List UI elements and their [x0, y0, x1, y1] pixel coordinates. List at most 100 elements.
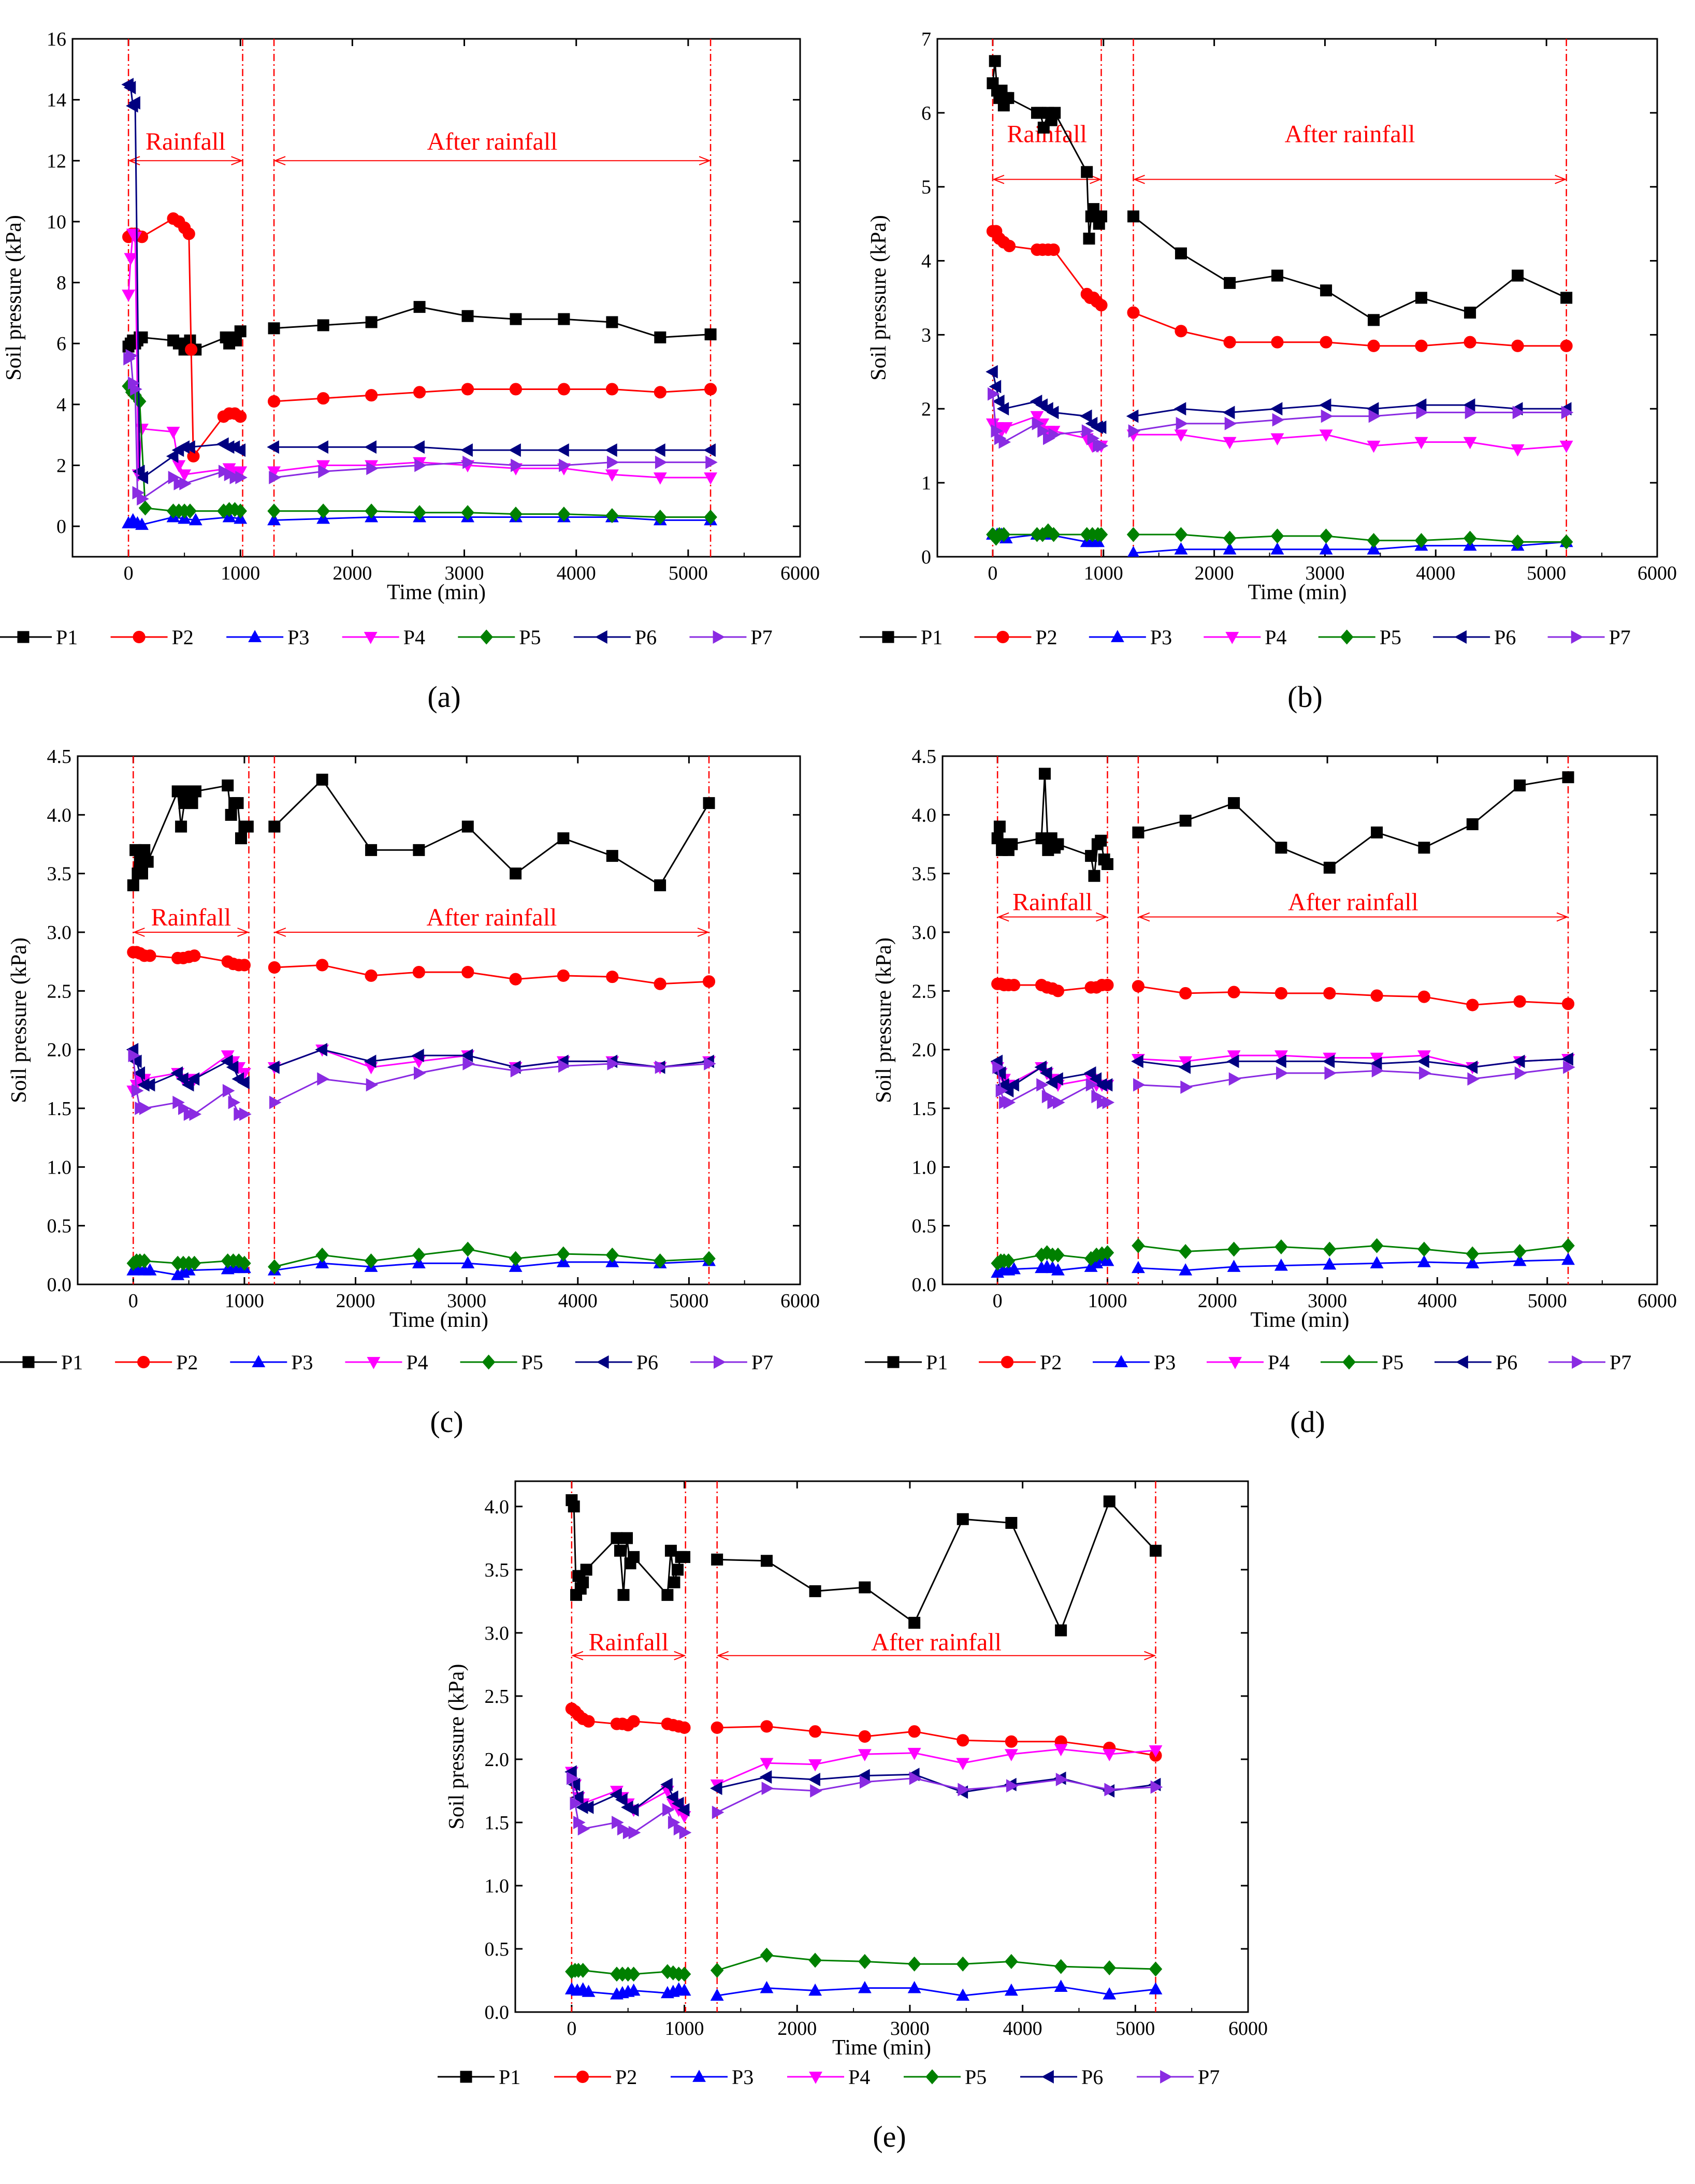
series-line	[717, 1954, 1156, 1971]
legend-label-p7: P7	[1610, 1351, 1631, 1374]
legend-label-p4: P4	[1265, 626, 1286, 649]
data-point	[1178, 1060, 1191, 1074]
data-point	[133, 1066, 146, 1080]
after-rainfall-label: After rainfall	[1288, 888, 1418, 916]
data-point	[992, 1060, 1005, 1074]
data-point	[1041, 523, 1055, 539]
x-tick-label: 6000	[1638, 562, 1677, 584]
x-axis-label: Time (min)	[1248, 581, 1347, 604]
legend-marker-p3	[252, 1355, 266, 1367]
data-point	[1467, 1072, 1480, 1086]
data-point	[1030, 411, 1044, 424]
series-line	[274, 516, 711, 521]
data-point	[567, 1771, 579, 1785]
data-point	[1560, 339, 1573, 352]
data-point	[460, 1049, 473, 1062]
data-point	[1131, 1054, 1143, 1068]
y-tick-label: 10	[47, 211, 66, 233]
legend-label-p5: P5	[519, 626, 541, 649]
series-p7	[988, 387, 1574, 453]
data-point	[235, 832, 247, 845]
data-point	[234, 410, 247, 423]
data-point	[125, 349, 138, 363]
data-point	[129, 1054, 142, 1068]
legend-label-p1: P1	[921, 626, 943, 649]
y-tick-label: 3.5	[912, 863, 937, 885]
after-rainfall-arrow-head-right	[699, 156, 711, 166]
x-tick-label: 3000	[447, 1290, 486, 1312]
data-point	[571, 1790, 584, 1804]
data-point	[1175, 247, 1187, 259]
data-point	[988, 387, 1000, 401]
data-point	[461, 1241, 475, 1257]
data-point	[1513, 1244, 1527, 1260]
data-point	[189, 785, 201, 798]
data-point	[222, 1084, 235, 1097]
data-point	[654, 331, 667, 343]
data-point	[1095, 834, 1107, 847]
series-p1	[122, 301, 717, 356]
data-point	[412, 1049, 424, 1062]
series-p6	[126, 1043, 714, 1092]
data-point	[1051, 985, 1064, 997]
series-line	[1138, 1066, 1569, 1088]
legend-marker-p5	[1342, 1354, 1356, 1370]
data-point	[1323, 987, 1336, 1000]
after-rainfall-arrow-head-left	[1138, 912, 1150, 922]
data-point	[1321, 409, 1334, 423]
x-tick-label: 4000	[557, 562, 596, 584]
data-point	[316, 773, 328, 786]
data-point	[1083, 233, 1095, 245]
legend-marker-p5	[480, 629, 494, 645]
data-point	[611, 1532, 623, 1544]
data-point	[557, 443, 569, 457]
data-point	[1270, 542, 1284, 555]
data-point	[1466, 1246, 1480, 1262]
data-point	[1414, 533, 1428, 548]
data-point	[239, 1107, 252, 1121]
legend-label-p4: P4	[1268, 1351, 1290, 1374]
data-point	[462, 1057, 475, 1071]
data-point	[677, 1803, 690, 1817]
data-point	[677, 1983, 691, 1996]
data-point	[1270, 433, 1284, 446]
data-point	[1274, 1259, 1288, 1271]
chart-panel-a: 0 1000 2000 3000 4000 5000 6000 0 2 4 6 8 10 12 14 16 Ti…	[0, 28, 820, 714]
series-p6	[564, 1765, 1161, 1817]
series-line	[274, 446, 711, 451]
data-point	[605, 508, 619, 524]
after-rainfall-label: After rainfall	[871, 1628, 1002, 1656]
after-rainfall-arrow-head-left	[716, 1651, 729, 1660]
data-point	[655, 455, 668, 469]
data-point	[412, 440, 425, 454]
data-point	[413, 505, 426, 520]
data-point	[1464, 336, 1476, 349]
series-p5	[565, 1947, 1163, 1982]
data-point	[1174, 542, 1188, 555]
x-tick-label: 3000	[1308, 1290, 1347, 1312]
legend-marker-p4	[809, 2072, 822, 2084]
data-point	[907, 1980, 921, 1993]
data-point	[131, 1084, 144, 1097]
y-tick-label: 0.0	[485, 2002, 510, 2023]
data-point	[460, 443, 473, 457]
data-point	[461, 505, 474, 520]
data-point	[1417, 1255, 1431, 1267]
data-point	[143, 1263, 157, 1276]
legend-label-p4: P4	[406, 1351, 428, 1374]
data-point	[989, 380, 1002, 394]
x-tick-label: 4000	[1417, 1290, 1457, 1312]
y-tick-label: 2	[56, 455, 66, 477]
data-point	[1052, 838, 1064, 850]
data-point	[1224, 416, 1237, 430]
data-point	[1127, 546, 1139, 557]
data-point	[558, 1059, 571, 1073]
after-rainfall-arrow-head-right	[1144, 1651, 1156, 1660]
data-point	[510, 1064, 523, 1078]
data-point	[413, 844, 425, 856]
series-line	[1133, 541, 1567, 554]
legend-marker-p7	[1571, 630, 1584, 644]
data-point	[1561, 1252, 1575, 1265]
data-point	[1149, 1982, 1163, 1994]
data-point	[858, 1730, 871, 1743]
